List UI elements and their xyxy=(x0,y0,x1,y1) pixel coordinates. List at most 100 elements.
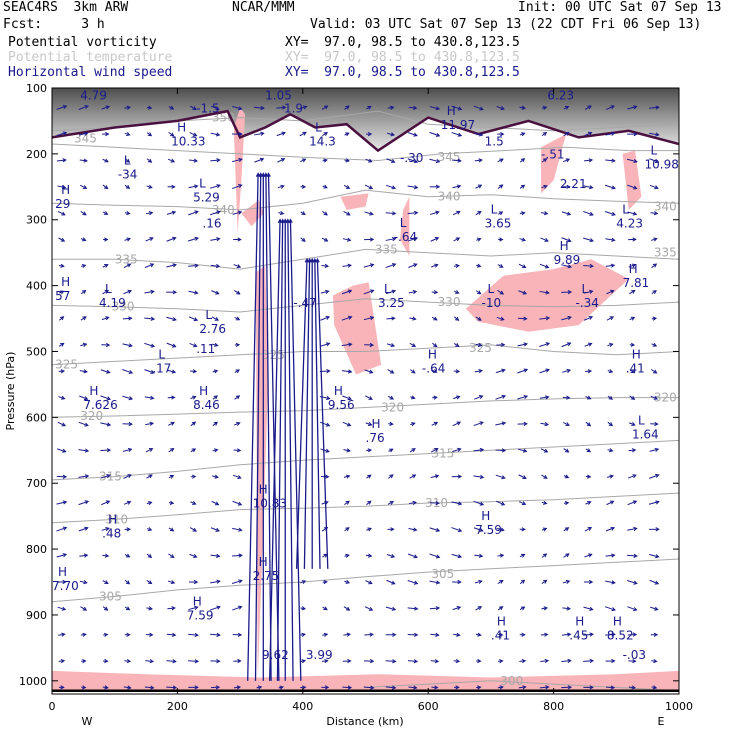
extremum-value-34: 8.46 xyxy=(193,398,220,412)
wind-arrow-369 xyxy=(168,474,175,479)
wind-arrow-30 xyxy=(102,131,110,137)
wind-arrow-432 xyxy=(519,527,526,532)
wind-arrow-595 xyxy=(651,685,658,690)
wind-arrow-540 xyxy=(627,632,638,637)
wind-arrow-553 xyxy=(342,658,352,664)
wind-arrow-411 xyxy=(606,500,615,506)
theta-contour-310 xyxy=(52,492,679,524)
wind-arrow-143 xyxy=(166,236,177,242)
wind-arrow-36 xyxy=(232,132,243,137)
extremum-value-21: 7.81 xyxy=(623,276,650,290)
plot-frame xyxy=(51,87,680,695)
wind-arrow-49 xyxy=(519,132,526,137)
x-tick-label-800: 800 xyxy=(543,700,564,713)
extremum-letter-9: L xyxy=(315,120,322,134)
wind-arrow-68 xyxy=(322,158,328,163)
wind-arrow-75 xyxy=(474,158,483,163)
wind-arrow-395 xyxy=(190,501,197,505)
extremum-value-30: .17 xyxy=(152,362,171,376)
wind-arrow-341 xyxy=(100,448,112,453)
wind-arrow-305 xyxy=(474,395,484,400)
wind-arrow-38 xyxy=(276,131,286,137)
wind-arrow-398 xyxy=(321,500,329,505)
extremum-value-28: 2.76 xyxy=(199,322,226,336)
wind-arrow-265 xyxy=(79,369,88,374)
wind-arrow-388 xyxy=(649,473,660,479)
wind-arrow-579 xyxy=(300,685,307,690)
wind-arrow-70 xyxy=(365,158,373,163)
wind-arrow-315 xyxy=(78,421,89,427)
wind-arrow-6 xyxy=(189,105,197,110)
wind-arrow-114 xyxy=(124,210,131,216)
wind-arrow-454 xyxy=(451,553,463,559)
wind-arrow-92 xyxy=(232,184,243,190)
wind-arrow-64 xyxy=(231,157,243,163)
wind-arrow-124 xyxy=(364,211,374,216)
wind-arrow-515 xyxy=(650,606,659,611)
wind-arrow-416 xyxy=(101,527,110,532)
extremum-letter-23: L xyxy=(105,282,112,296)
wind-arrow-440 xyxy=(79,553,89,558)
wind-arrow-180 xyxy=(476,263,482,268)
extremum-letter-35: H xyxy=(334,384,343,398)
wind-arrow-310 xyxy=(585,395,592,400)
wind-arrow-307 xyxy=(517,394,529,400)
wind-arrow-364 xyxy=(56,474,68,479)
wind-arrow-521 xyxy=(166,632,177,637)
wind-arrow-242 xyxy=(122,343,133,348)
wind-arrow-329 xyxy=(452,421,462,427)
wind-arrow-267 xyxy=(122,369,134,375)
extremum-letter-31: H xyxy=(428,348,437,362)
wind-arrow-15 xyxy=(387,105,395,110)
wind-arrow-437 xyxy=(627,526,638,532)
wind-arrow-371 xyxy=(212,474,219,479)
wind-arrow-0 xyxy=(56,105,68,110)
wind-arrow-330 xyxy=(473,421,484,427)
wind-arrow-112 xyxy=(80,211,87,216)
wind-arrow-441 xyxy=(102,553,110,558)
wind-arrow-492 xyxy=(102,606,109,611)
wind-arrow-214 xyxy=(58,316,65,321)
wind-arrow-192 xyxy=(123,289,133,295)
theta-label-3: 340 xyxy=(212,203,235,217)
wind-arrow-502 xyxy=(364,606,374,611)
wind-arrow-222 xyxy=(234,316,241,321)
wind-arrow-338 xyxy=(650,421,659,427)
wind-arrow-405 xyxy=(473,500,485,506)
wind-arrow-512 xyxy=(583,606,594,611)
extremum-letter-39: H xyxy=(108,512,117,526)
wind-arrow-101 xyxy=(452,184,462,189)
wind-arrow-289 xyxy=(58,395,66,400)
wind-arrow-258 xyxy=(539,342,551,347)
wind-arrow-425 xyxy=(366,527,372,532)
wind-arrow-593 xyxy=(605,685,616,690)
extremum-value-15: 2.21 xyxy=(560,177,587,191)
extremum-value-36: .76 xyxy=(366,431,385,445)
wind-arrow-5 xyxy=(168,105,175,110)
wind-arrow-184 xyxy=(561,264,572,269)
wind-arrow-46 xyxy=(451,132,463,137)
wind-arrow-65 xyxy=(254,157,265,163)
wind-arrow-519 xyxy=(124,632,131,637)
extremum-value-27: -.47 xyxy=(293,296,316,310)
wind-arrow-239 xyxy=(58,342,65,347)
wind-arrow-508 xyxy=(497,606,504,611)
wind-arrow-203 xyxy=(431,290,439,295)
wind-arrow-166 xyxy=(102,264,109,268)
wind-arrow-587 xyxy=(476,685,482,690)
wind-arrow-275 xyxy=(364,369,374,374)
wind-arrow-142 xyxy=(145,237,154,242)
wind-arrow-382 xyxy=(518,474,527,480)
wind-arrow-60 xyxy=(146,158,153,163)
wind-arrow-55 xyxy=(649,132,660,137)
extremum-value-22: 57 xyxy=(55,289,70,303)
wind-arrow-581 xyxy=(342,685,353,690)
wind-arrow-42 xyxy=(366,131,373,137)
extremum-value-18: 3.65 xyxy=(485,217,512,231)
wind-arrow-528 xyxy=(364,632,374,637)
wind-arrow-349 xyxy=(343,448,351,453)
wind-arrow-41 xyxy=(344,132,350,137)
wind-arrow-32 xyxy=(146,132,153,137)
theta-label-22: 305 xyxy=(431,567,454,581)
y-tick-label-400: 400 xyxy=(26,280,47,293)
